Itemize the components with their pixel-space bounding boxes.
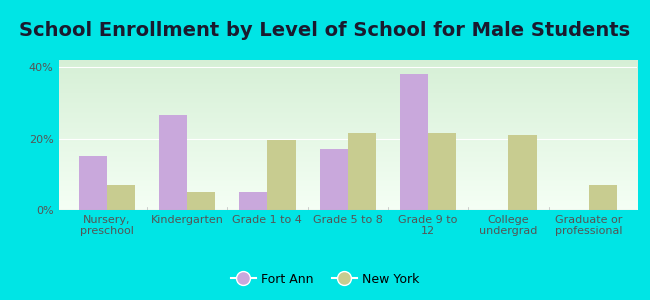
Bar xyxy=(589,185,617,210)
Legend: Fort Ann, New York: Fort Ann, New York xyxy=(226,268,424,291)
Bar xyxy=(428,133,456,210)
Bar xyxy=(267,140,296,210)
Bar xyxy=(107,185,135,210)
Bar xyxy=(187,192,215,210)
Bar xyxy=(79,156,107,210)
Bar xyxy=(508,135,536,210)
Bar xyxy=(159,116,187,210)
Bar xyxy=(239,192,267,210)
Text: School Enrollment by Level of School for Male Students: School Enrollment by Level of School for… xyxy=(20,21,630,40)
Bar xyxy=(348,133,376,210)
Bar xyxy=(320,149,348,210)
Bar xyxy=(400,74,428,210)
